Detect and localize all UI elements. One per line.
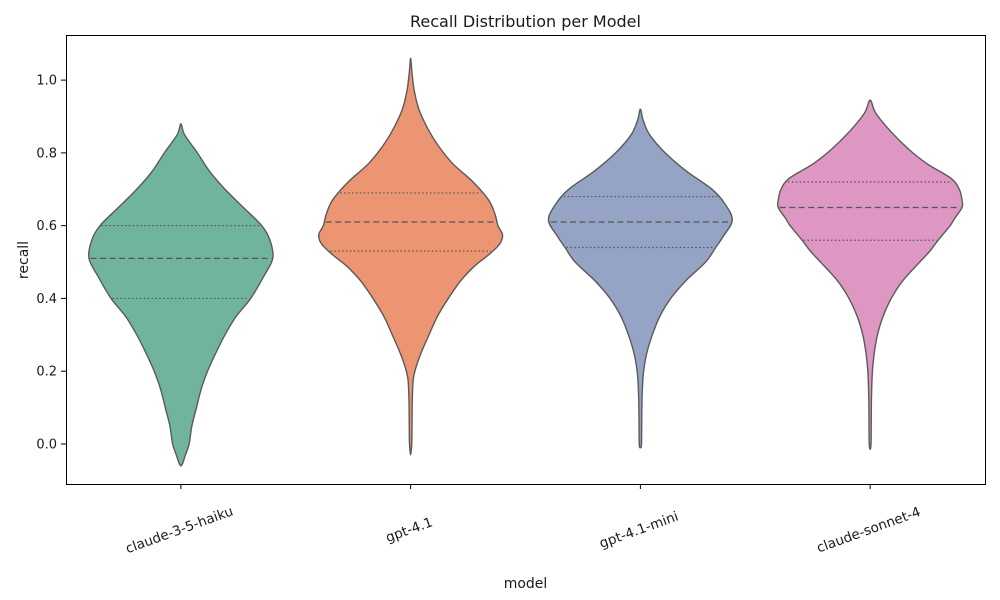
violin-gpt-4.1 xyxy=(317,57,504,456)
x-axis-label: model xyxy=(503,576,548,592)
y-tick-label: 0.6 xyxy=(36,219,57,234)
violin-claude-sonnet-4 xyxy=(776,99,964,451)
chart-title: Recall Distribution per Model xyxy=(410,12,641,31)
y-tick-label: 0.8 xyxy=(36,146,57,161)
y-tick-label: 1.0 xyxy=(36,74,57,89)
y-tick-label: 0.2 xyxy=(36,365,57,380)
y-tick-label: 0.4 xyxy=(36,292,57,307)
x-tick-label-gpt-4.1-mini: gpt-4.1-mini xyxy=(597,509,680,552)
y-tick-label: 0.0 xyxy=(36,437,57,452)
violin-claude-3-5-haiku xyxy=(87,123,274,467)
plot-area xyxy=(66,35,986,485)
x-tick-label-gpt-4.1: gpt-4.1 xyxy=(384,514,435,546)
x-tick-label-claude-sonnet-4: claude-sonnet-4 xyxy=(815,504,923,556)
x-tick-label-claude-3-5-haiku: claude-3-5-haiku xyxy=(124,503,236,557)
violin-gpt-4.1-mini xyxy=(547,108,733,449)
